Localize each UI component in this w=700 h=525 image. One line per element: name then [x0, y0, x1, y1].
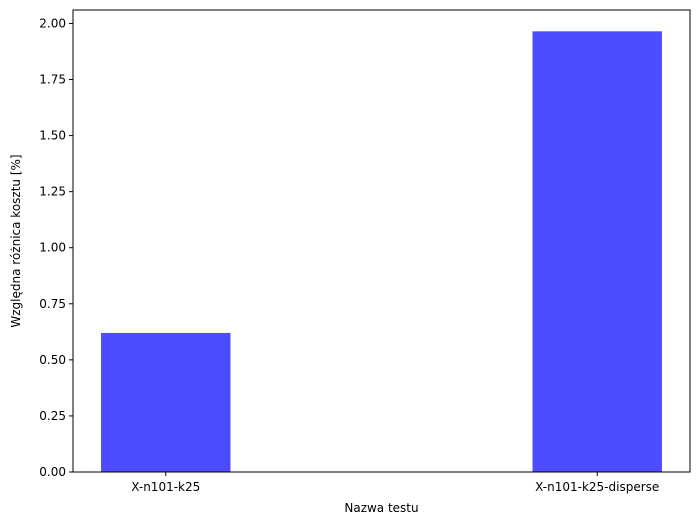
x-tick-label: X-n101-k25-disperse	[535, 480, 659, 494]
y-tick-label: 0.75	[39, 297, 66, 311]
x-tick-label: X-n101-k25	[131, 480, 200, 494]
bar-X-n101-k25-disperse	[532, 31, 662, 473]
y-tick-label: 1.25	[39, 185, 66, 199]
y-axis-label: Względna różnica kosztu [%]	[9, 154, 23, 327]
plot-frame	[72, 9, 691, 473]
bars-group	[101, 31, 662, 473]
y-tick-label: 1.00	[39, 241, 66, 255]
y-tick-label: 0.25	[39, 409, 66, 423]
y-axis-ticks: 0.00 0.25 0.50 0.75 1.00 1.25 1.50 1.75 2.00	[39, 16, 73, 479]
bar-X-n101-k25	[101, 332, 231, 472]
x-axis-label: Nazwa testu	[344, 501, 418, 515]
y-tick-label: 1.75	[39, 73, 66, 87]
y-tick-label: 0.00	[39, 465, 66, 479]
y-tick-label: 1.50	[39, 129, 66, 143]
x-axis-ticks: X-n101-k25 X-n101-k25-disperse	[131, 472, 659, 494]
y-tick-label: 0.50	[39, 353, 66, 367]
y-tick-label: 2.00	[39, 16, 66, 30]
